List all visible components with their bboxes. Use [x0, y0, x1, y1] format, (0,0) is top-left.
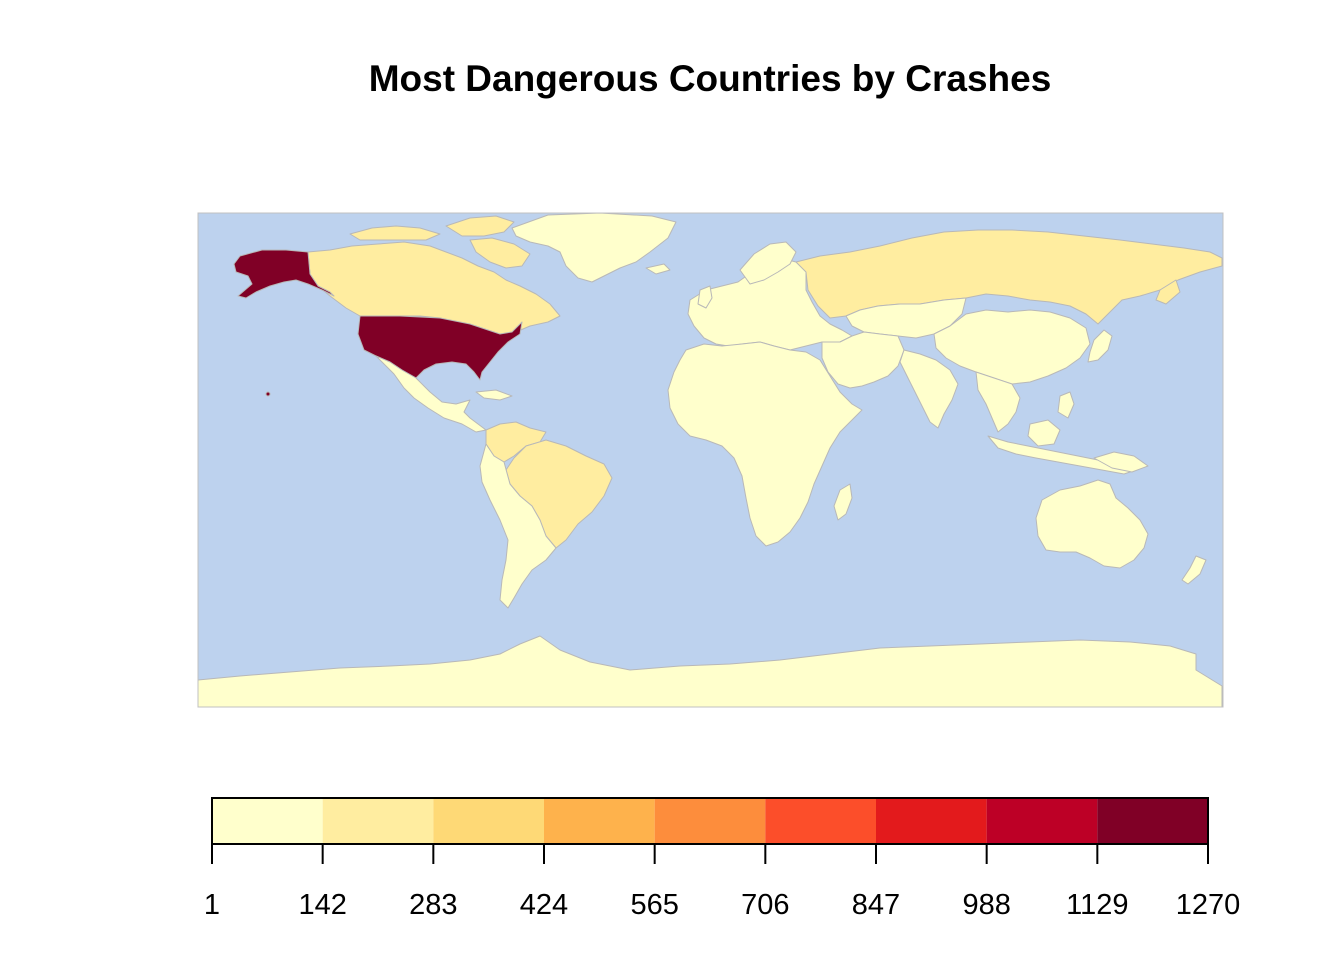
country-canada-islands: [349, 225, 441, 241]
world-map: [197, 212, 1224, 708]
country-borneo: [1027, 419, 1061, 447]
country-hawaii: [265, 391, 271, 397]
legend-swatch: [986, 798, 1098, 844]
legend-tick-label: 706: [741, 889, 789, 921]
country-new-guinea: [1093, 451, 1149, 473]
country-mexico: [375, 355, 487, 433]
country-cuba: [475, 389, 513, 401]
page-title: Most Dangerous Countries by Crashes: [368, 58, 1052, 99]
legend-frame: [211, 797, 1209, 845]
legend-tick-label: 1: [204, 889, 220, 921]
legend-swatch: [765, 798, 876, 844]
region-southeast-asia: [975, 371, 1021, 433]
legend-swatch: [322, 798, 434, 844]
country-philippines: [1057, 391, 1075, 419]
country-japan: [1087, 329, 1113, 363]
country-united-kingdom: [697, 285, 713, 309]
legend-tick-label: 1270: [1176, 889, 1241, 921]
legend-tick-label: 565: [630, 889, 678, 921]
country-russia-kamchatka: [1155, 279, 1181, 305]
legend-tick-label: 424: [520, 889, 568, 921]
legend-tick-label: 283: [409, 889, 457, 921]
country-canada-islands-2: [445, 215, 515, 237]
legend-swatch: [654, 798, 766, 844]
country-new-zealand: [1181, 555, 1207, 585]
legend-tick-label: 988: [962, 889, 1010, 921]
country-china: [933, 309, 1091, 385]
region-middle-east: [821, 331, 905, 389]
region-africa: [667, 341, 863, 547]
legend-swatch: [433, 798, 544, 844]
legend-swatch: [1097, 798, 1208, 844]
country-greenland: [511, 212, 677, 283]
country-iceland: [645, 263, 671, 275]
legend-swatch: [212, 798, 323, 844]
legend-tick-label: 847: [852, 889, 900, 921]
legend-tick-label: 1129: [1066, 889, 1128, 921]
region-antarctica: [197, 635, 1223, 708]
region-scandinavia: [739, 241, 797, 285]
color-legend: 1 142 283 424 565 706 847 988 1129 1270: [204, 797, 1241, 921]
country-south-america-west: [479, 443, 557, 609]
country-australia: [1035, 479, 1149, 569]
legend-tick-label: 142: [298, 889, 346, 921]
legend-swatch: [876, 798, 987, 844]
legend-swatch: [544, 798, 655, 844]
country-madagascar: [833, 483, 853, 521]
map-frame: [197, 212, 1224, 708]
country-canada-baffin: [469, 237, 531, 269]
country-alaska: [233, 249, 335, 299]
country-india: [899, 349, 959, 429]
